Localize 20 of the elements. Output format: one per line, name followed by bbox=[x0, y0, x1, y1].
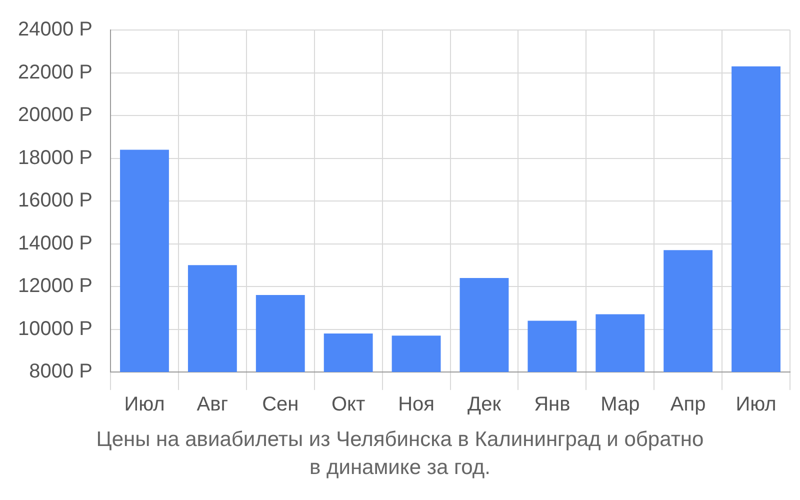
y-tick-label: 8000 Р bbox=[29, 360, 93, 383]
y-tick-label: 18000 Р bbox=[18, 146, 93, 169]
y-tick-label: 16000 Р bbox=[18, 190, 93, 212]
y-tick-label: 10000 Р bbox=[18, 318, 93, 340]
y-tick-label: 14000 Р bbox=[18, 232, 93, 254]
text: Цены на авиабилеты из Челябинска в Калининград и обратно в динамике за год. bbox=[95, 427, 705, 481]
x-tick-label: Сен bbox=[262, 394, 299, 416]
y-tick-label: 22000 Р bbox=[18, 61, 93, 84]
x-tick-label: Ноя bbox=[398, 394, 434, 416]
y-tick-label: 12000 Р bbox=[18, 275, 93, 298]
x-tick-label: Янв bbox=[534, 394, 570, 416]
x-tick-label: Окт bbox=[331, 394, 366, 416]
x-tick-label: Июл bbox=[736, 394, 776, 416]
y-tick-label: 24000 Р bbox=[18, 18, 93, 41]
x-tick-label: Авг bbox=[196, 394, 228, 416]
x-tick-label: Мар bbox=[600, 394, 640, 416]
y-tick-label: 20000 Р bbox=[18, 104, 93, 126]
x-tick-label: Дек bbox=[468, 394, 502, 416]
x-tick-label: Апр bbox=[670, 394, 706, 416]
x-tick-label: Июл bbox=[124, 394, 165, 416]
